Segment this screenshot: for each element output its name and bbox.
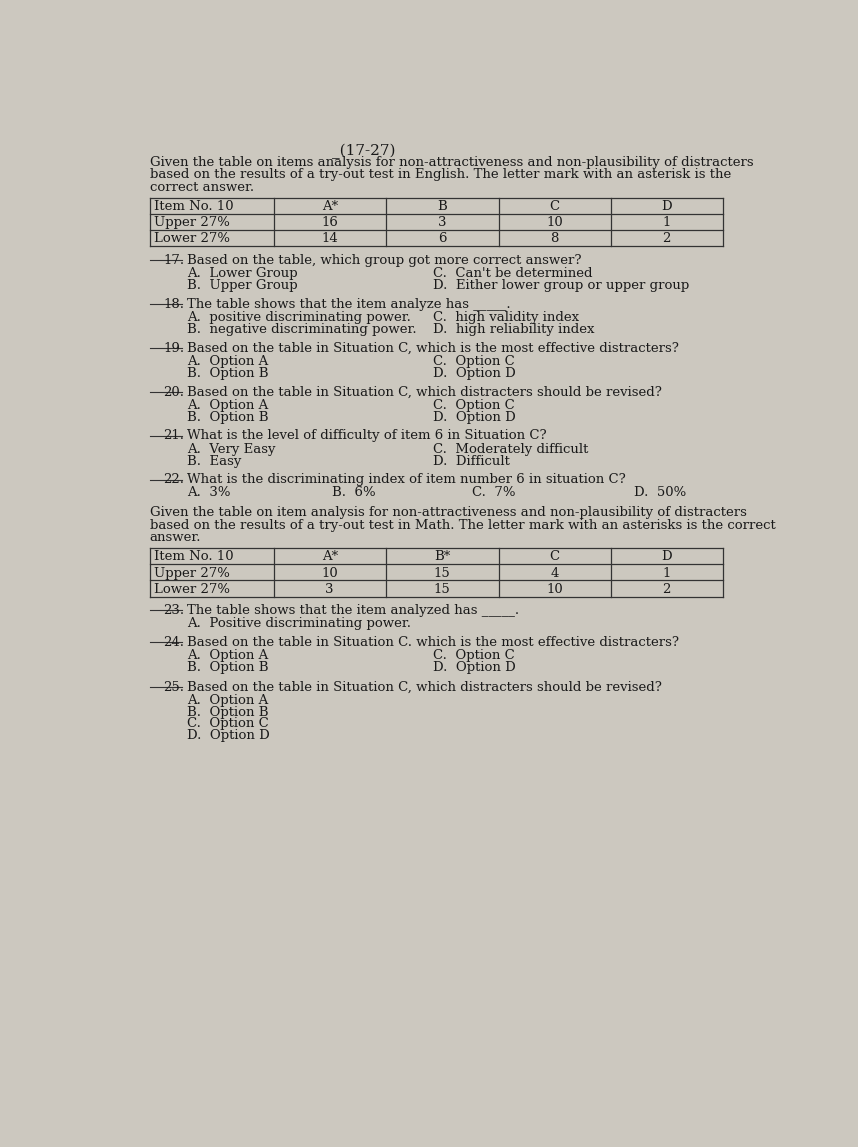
- Text: B.  6%: B. 6%: [332, 486, 376, 499]
- Text: D.  high reliability index: D. high reliability index: [432, 323, 595, 336]
- Text: 19.: 19.: [163, 342, 184, 354]
- Text: C.  Option C: C. Option C: [432, 399, 515, 412]
- Text: B.  Option B: B. Option B: [187, 367, 269, 380]
- Text: Based on the table in Situation C, which is the most effective distracters?: Based on the table in Situation C, which…: [187, 342, 679, 354]
- Text: B.  Option B: B. Option B: [187, 411, 269, 424]
- Text: answer.: answer.: [150, 531, 202, 544]
- Text: 6: 6: [438, 233, 446, 245]
- Text: 2: 2: [662, 233, 671, 245]
- Text: C.  Moderately difficult: C. Moderately difficult: [432, 443, 588, 455]
- Text: Based on the table in Situation C, which distracters should be revised?: Based on the table in Situation C, which…: [187, 385, 662, 398]
- Text: 25.: 25.: [163, 681, 184, 694]
- Text: A.  3%: A. 3%: [187, 486, 231, 499]
- Text: 2: 2: [662, 583, 671, 595]
- Text: D: D: [662, 200, 672, 213]
- Text: Based on the table in Situation C, which distracters should be revised?: Based on the table in Situation C, which…: [187, 681, 662, 694]
- Text: A.  Option A: A. Option A: [187, 649, 269, 662]
- Text: D.  Option D: D. Option D: [187, 729, 269, 742]
- Text: 1: 1: [662, 567, 671, 579]
- Text: D.  Difficult: D. Difficult: [432, 455, 510, 468]
- Text: 20.: 20.: [163, 385, 184, 398]
- Text: What is the level of difficulty of item 6 in Situation C?: What is the level of difficulty of item …: [187, 429, 547, 443]
- Text: C.  high validity index: C. high validity index: [432, 311, 579, 323]
- Text: Based on the table in Situation C. which is the most effective distracters?: Based on the table in Situation C. which…: [187, 635, 679, 649]
- Text: 18.: 18.: [163, 298, 184, 311]
- Text: B.  negative discriminating power.: B. negative discriminating power.: [187, 323, 417, 336]
- Text: Upper 27%: Upper 27%: [154, 567, 230, 579]
- Text: D.  Option D: D. Option D: [432, 411, 516, 424]
- Text: D.  50%: D. 50%: [634, 486, 686, 499]
- Text: correct answer.: correct answer.: [150, 181, 254, 194]
- Text: 17.: 17.: [163, 253, 184, 267]
- Text: 8: 8: [550, 233, 559, 245]
- Text: 22.: 22.: [163, 474, 184, 486]
- Text: C: C: [549, 200, 559, 213]
- Text: 21.: 21.: [163, 429, 184, 443]
- Text: 3: 3: [325, 583, 334, 595]
- Text: Lower 27%: Lower 27%: [154, 233, 230, 245]
- Text: Lower 27%: Lower 27%: [154, 583, 230, 595]
- Text: B*: B*: [434, 551, 450, 563]
- Text: A.  Option A: A. Option A: [187, 354, 269, 368]
- Text: A.  Option A: A. Option A: [187, 399, 269, 412]
- Text: 10: 10: [546, 216, 563, 229]
- Text: The table shows that the item analyze has _____.: The table shows that the item analyze ha…: [187, 298, 511, 311]
- Text: C: C: [549, 551, 559, 563]
- Text: 24.: 24.: [163, 635, 184, 649]
- Text: Based on the table, which group got more correct answer?: Based on the table, which group got more…: [187, 253, 582, 267]
- Text: 1: 1: [662, 216, 671, 229]
- Text: D: D: [662, 551, 672, 563]
- Text: Given the table on item analysis for non-attractiveness and non-plausibility of : Given the table on item analysis for non…: [150, 507, 746, 520]
- Text: B: B: [438, 200, 447, 213]
- Text: A.  positive discriminating power.: A. positive discriminating power.: [187, 311, 411, 323]
- Text: C.  Option C: C. Option C: [432, 649, 515, 662]
- Text: 15: 15: [433, 567, 450, 579]
- Text: 16: 16: [321, 216, 338, 229]
- Text: B.  Option B: B. Option B: [187, 705, 269, 719]
- Text: 23.: 23.: [163, 604, 184, 617]
- Text: C.  7%: C. 7%: [472, 486, 515, 499]
- Text: 10: 10: [546, 583, 563, 595]
- Text: B.  Easy: B. Easy: [187, 455, 241, 468]
- Text: B.  Option B: B. Option B: [187, 661, 269, 674]
- Text: Upper 27%: Upper 27%: [154, 216, 230, 229]
- Text: 4: 4: [550, 567, 559, 579]
- Text: The table shows that the item analyzed has _____.: The table shows that the item analyzed h…: [187, 604, 519, 617]
- Text: Item No. 10: Item No. 10: [154, 200, 233, 213]
- Text: based on the results of a try-out test in Math. The letter mark with an asterisk: based on the results of a try-out test i…: [150, 518, 776, 532]
- Text: B.  Upper Group: B. Upper Group: [187, 280, 298, 292]
- Text: Given the table on items analysis for non-attractiveness and non-plausibility of: Given the table on items analysis for no…: [150, 156, 753, 169]
- Text: 14: 14: [321, 233, 338, 245]
- Text: based on the results of a try-out test in English. The letter mark with an aster: based on the results of a try-out test i…: [150, 169, 731, 181]
- Text: C.  Option C: C. Option C: [432, 354, 515, 368]
- Text: Item No. 10: Item No. 10: [154, 551, 233, 563]
- Text: A.  Very Easy: A. Very Easy: [187, 443, 275, 455]
- Text: D.  Option D: D. Option D: [432, 661, 516, 674]
- Text: C.  Option C: C. Option C: [187, 718, 269, 731]
- Text: A.  Lower Group: A. Lower Group: [187, 267, 298, 280]
- Text: D.  Either lower group or upper group: D. Either lower group or upper group: [432, 280, 689, 292]
- Text: A.  Option A: A. Option A: [187, 694, 269, 708]
- Text: A.  Positive discriminating power.: A. Positive discriminating power.: [187, 617, 411, 631]
- Text: 15: 15: [433, 583, 450, 595]
- Text: C.  Can't be determined: C. Can't be determined: [432, 267, 592, 280]
- Text: A*: A*: [322, 551, 338, 563]
- Text: 3: 3: [438, 216, 446, 229]
- Text: _(17-27): _(17-27): [332, 143, 396, 159]
- Text: What is the discriminating index of item number 6 in situation C?: What is the discriminating index of item…: [187, 474, 625, 486]
- Text: A*: A*: [322, 200, 338, 213]
- Text: D.  Option D: D. Option D: [432, 367, 516, 380]
- Text: 10: 10: [321, 567, 338, 579]
